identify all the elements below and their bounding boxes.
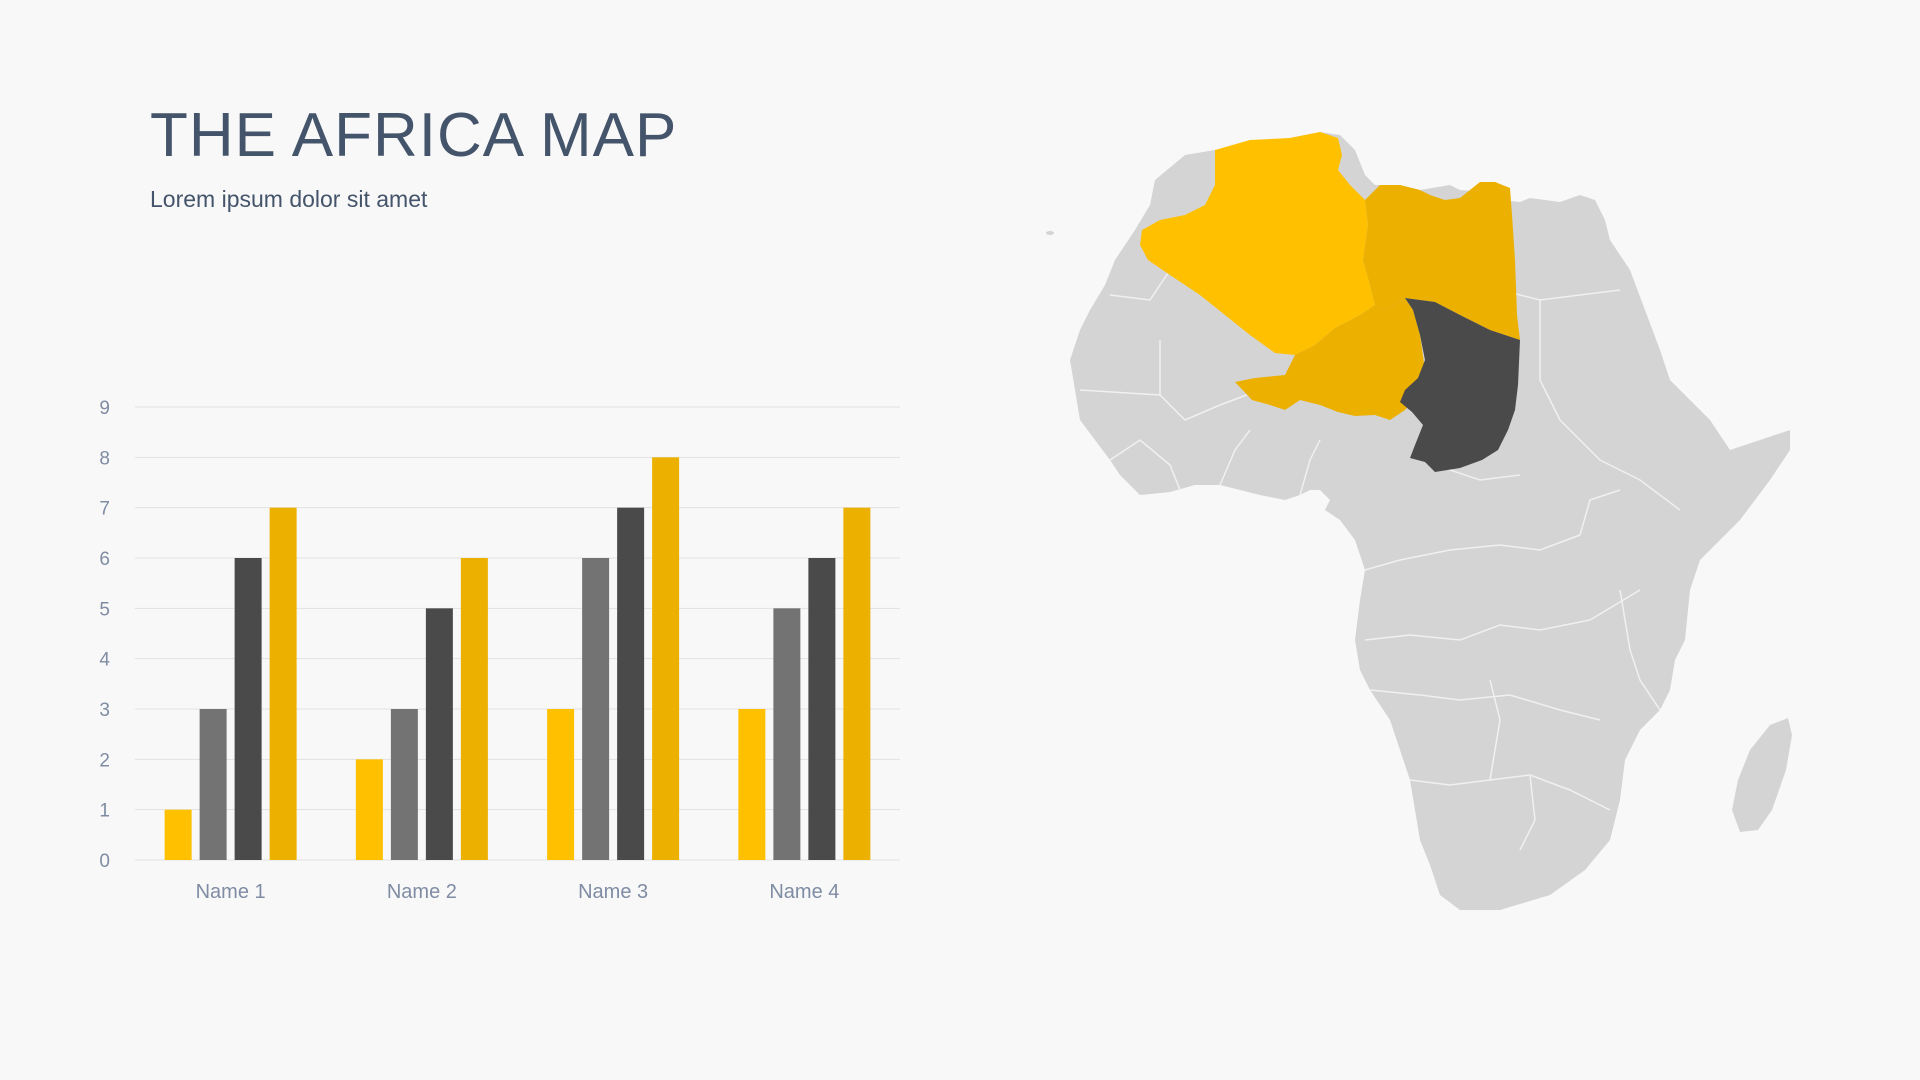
border-line [1364,589,1641,641]
y-tick-label: 9 [99,398,110,419]
y-tick-label: 5 [99,599,110,620]
bar [390,709,418,860]
madagascar [1732,718,1792,832]
bar [652,457,680,860]
africa-map [1046,132,1792,910]
border-line [1489,679,1501,781]
y-tick-label: 3 [99,700,110,721]
border-line [1519,774,1536,851]
x-tick-label: Name 1 [196,881,266,903]
canary-island [1046,231,1054,235]
bar [164,809,192,860]
y-tick-label: 6 [99,549,110,570]
x-tick-label: Name 3 [578,881,648,903]
bar [547,709,575,860]
region-chad [1400,298,1520,472]
x-tick-label: Name 4 [769,881,839,903]
y-tick-label: 1 [99,801,110,822]
border-line [1159,389,1261,421]
slide-title: THE AFRICA MAP [150,101,678,170]
country-borders [1079,202,1681,851]
y-tick-label: 8 [99,448,110,469]
region-algeria [1140,132,1375,355]
bar [199,709,227,860]
border-line [1579,489,1621,536]
border-line [1409,774,1611,811]
y-tick-label: 2 [99,750,110,771]
region-libya [1363,182,1520,340]
border-line [1539,300,1681,511]
slide-subtitle: Lorem ipsum dolor sit amet [150,186,428,212]
bar [425,608,453,860]
region-niger [1235,298,1425,420]
bar [269,507,297,860]
bar [738,709,766,860]
bar [460,558,488,860]
x-tick-label: Name 2 [387,881,457,903]
bar [773,608,801,860]
border-line [1369,689,1601,721]
border-line [1219,429,1251,486]
border-line [1109,439,1181,491]
bar [617,507,645,860]
border-line [1364,534,1581,571]
bar [843,507,871,860]
border-line [1299,439,1321,496]
bar [234,558,262,860]
y-tick-label: 4 [99,650,110,671]
bar [582,558,610,860]
y-tick-label: 7 [99,499,110,520]
bar [808,558,836,860]
border-line [1619,589,1661,711]
bar-chart: 0 1 2 3 4 5 6 7 8 9 Name 1 Name 2 Name 3 Name 4 [99,398,900,903]
y-tick-label: 0 [99,851,110,872]
bar [355,759,383,860]
